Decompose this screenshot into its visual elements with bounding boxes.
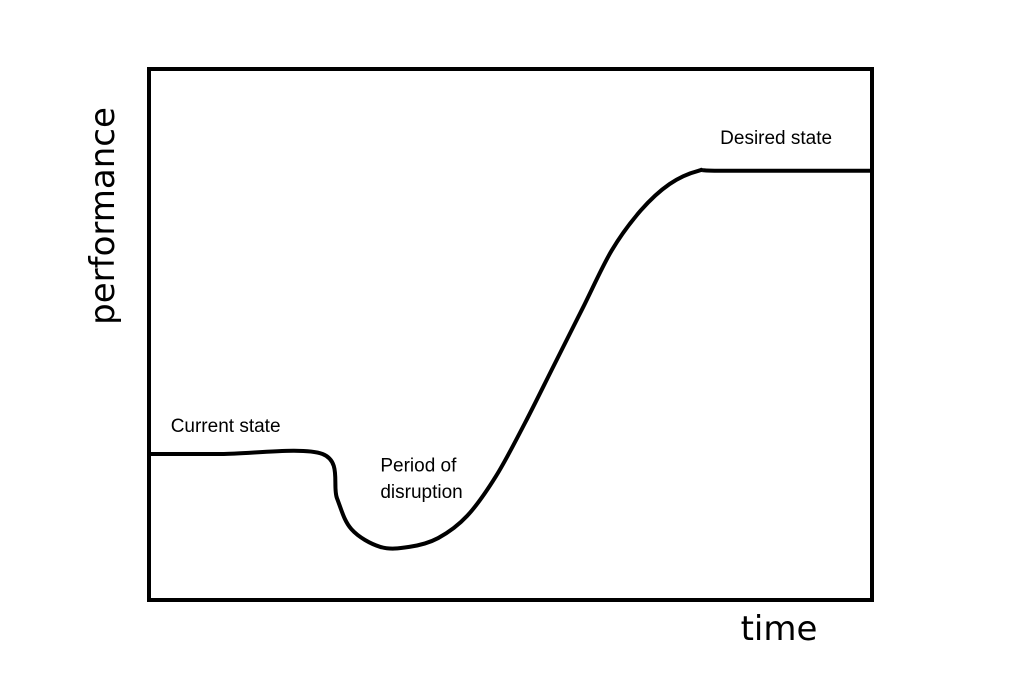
annotation-label: disruption [380, 482, 462, 503]
annotation-label: Current state [171, 416, 281, 437]
annotation-layer: Current state Period of disruption Desired … [171, 128, 832, 503]
performance-curve [147, 167, 874, 551]
y-axis-title: performance [83, 107, 123, 325]
plot-frame [147, 67, 874, 602]
x-axis-title: time [741, 609, 818, 649]
annotation-label: Period of [380, 456, 457, 477]
annotation-label: Desired state [720, 128, 832, 149]
